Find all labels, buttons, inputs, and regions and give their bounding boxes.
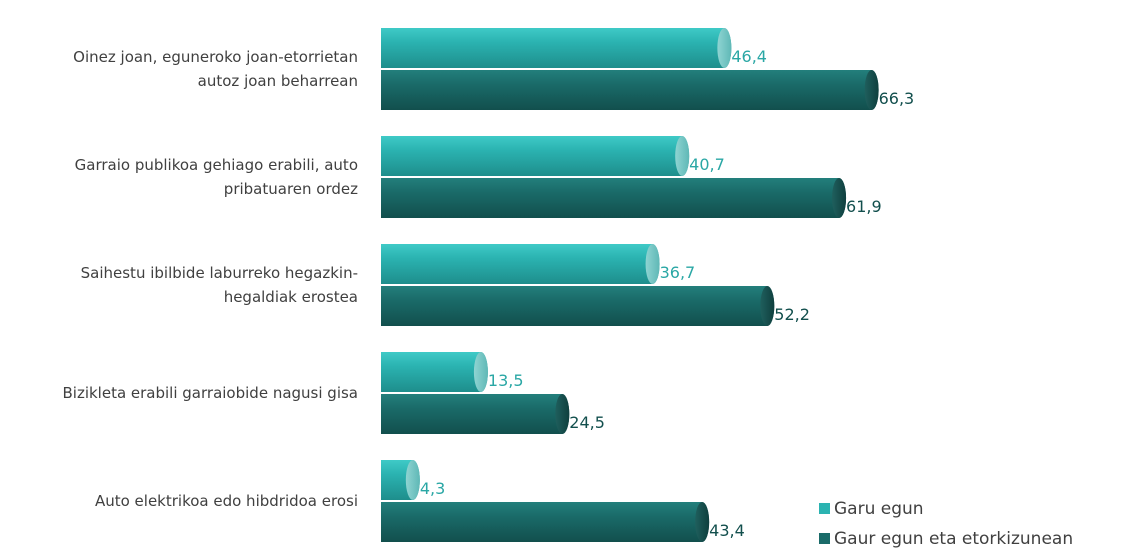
- bar-series-1-cat-3: [381, 244, 660, 284]
- value-label-series-2-cat-4: 24,5: [569, 413, 605, 432]
- bar-cap-series-2-cat-1: [864, 70, 879, 110]
- value-label-series-1-cat-2: 40,7: [689, 155, 725, 174]
- value-label-series-2-cat-2: 61,9: [846, 197, 882, 216]
- legend-label-series-1: Garu egun: [834, 499, 924, 519]
- legend: Garu egun Gaur egun eta etorkizunean: [819, 499, 1073, 549]
- bar-cap-series-2-cat-4: [555, 394, 570, 434]
- legend-swatch-series-1: [819, 503, 830, 514]
- bar-cap-series-1-cat-4: [473, 352, 488, 392]
- bar-series-2-cat-3: [381, 286, 775, 326]
- bar-cap-series-1-cat-5: [405, 460, 420, 500]
- value-label-series-1-cat-4: 13,5: [488, 371, 524, 390]
- bar-cap-series-1-cat-1: [717, 28, 732, 68]
- value-label-series-1-cat-3: 36,7: [660, 263, 696, 282]
- value-label-series-2-cat-1: 66,3: [879, 89, 915, 108]
- category-label-2-line-2: pribatuaren ordez: [224, 180, 358, 198]
- category-label-5-line-1: Auto elektrikoa edo hibdridoa erosi: [95, 492, 358, 510]
- bar-cap-series-2-cat-5: [695, 502, 710, 542]
- value-label-series-2-cat-5: 43,4: [709, 521, 745, 540]
- legend-label-series-2: Gaur egun eta etorkizunean: [834, 529, 1073, 549]
- value-label-series-2-cat-3: 52,2: [774, 305, 810, 324]
- bar-cap-series-1-cat-3: [645, 244, 660, 284]
- bar-series-2-cat-1: [381, 70, 879, 110]
- bar-cap-series-2-cat-3: [760, 286, 775, 326]
- category-label-2-line-1: Garraio publikoa gehiago erabili, auto: [75, 156, 358, 174]
- category-labels-layer: Oinez joan, eguneroko joan-etorrietan aut…: [62, 48, 358, 510]
- category-label-3-line-1: Saihestu ibilbide laburreko hegazkin-: [81, 264, 358, 282]
- category-label-1-line-2: autoz joan beharrean: [198, 72, 358, 90]
- bar-series-1-cat-2: [381, 136, 690, 176]
- category-label-4-line-1: Bizikleta erabili garraiobide nagusi gis…: [62, 384, 358, 402]
- value-label-series-1-cat-1: 46,4: [731, 47, 767, 66]
- bar-series-2-cat-2: [381, 178, 847, 218]
- bar-series-2-cat-5: [381, 502, 710, 542]
- category-label-1-line-1: Oinez joan, eguneroko joan-etorrietan: [73, 48, 358, 66]
- bar-cap-series-2-cat-2: [832, 178, 847, 218]
- category-label-3-line-2: hegaldiak erostea: [224, 288, 358, 306]
- legend-swatch-series-2: [819, 533, 830, 544]
- value-label-series-1-cat-5: 4,3: [420, 479, 445, 498]
- bars-layer: 46,4 66,3 40,7 61,9 36,7 52,2 13,5 24,5 4,3 43,4: [381, 28, 914, 542]
- bar-cap-series-1-cat-2: [675, 136, 690, 176]
- bar-series-1-cat-1: [381, 28, 732, 68]
- bar-series-1-cat-4: [381, 352, 488, 392]
- bar-series-2-cat-4: [381, 394, 570, 434]
